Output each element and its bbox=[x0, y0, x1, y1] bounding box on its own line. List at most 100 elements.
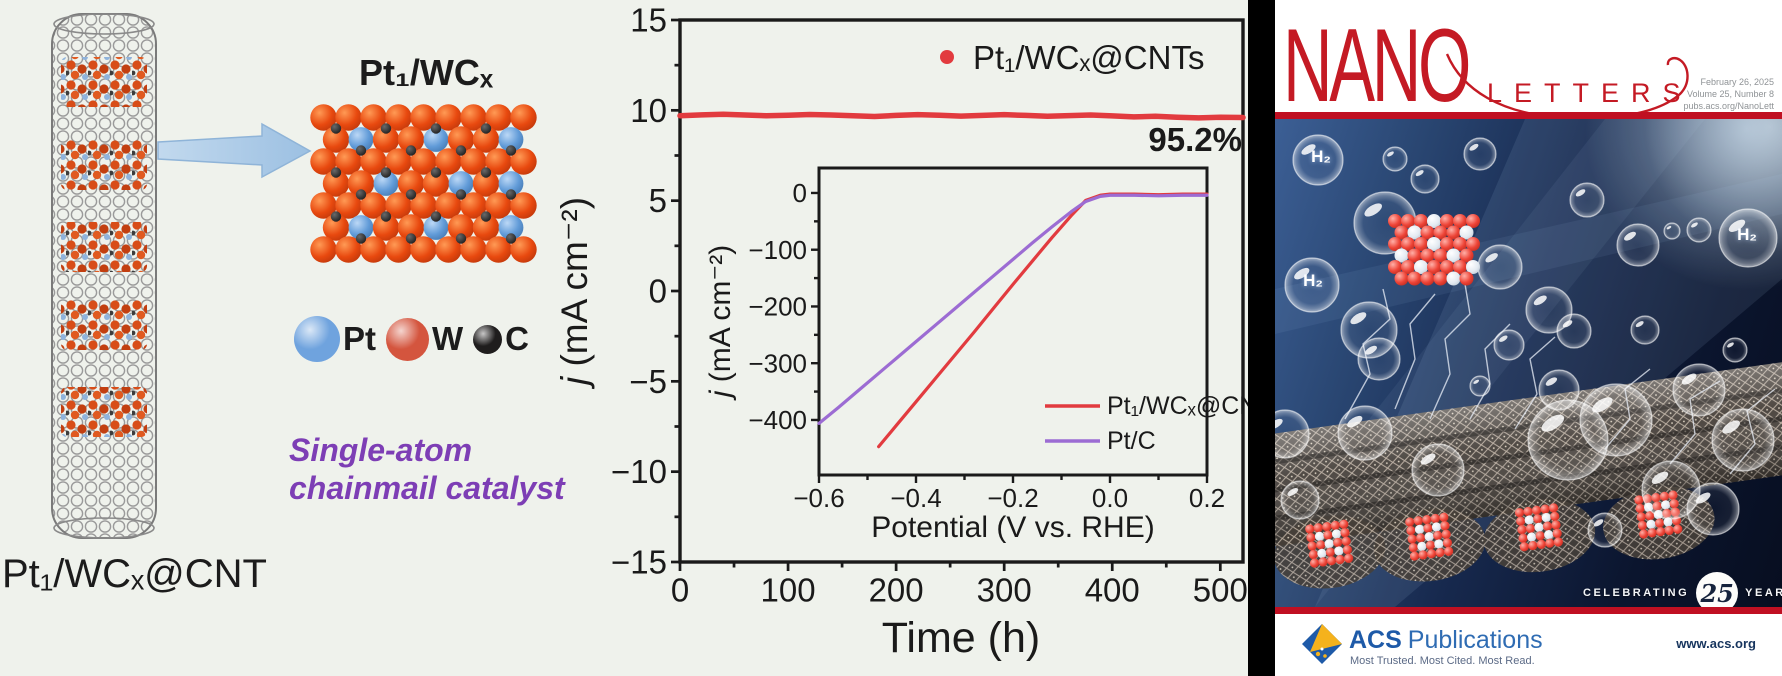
bubble bbox=[1410, 164, 1440, 194]
inset-legend-label: Pt/C bbox=[1107, 427, 1156, 455]
bubble bbox=[1641, 460, 1701, 520]
zoom-arrow-icon bbox=[157, 122, 312, 179]
svg-text:Time (h): Time (h) bbox=[882, 614, 1040, 662]
journal-cover: NANO LETTERS February 26, 2025 Volume 25… bbox=[1275, 0, 1782, 676]
embedded-cluster bbox=[1305, 519, 1354, 568]
caption-line1: Single-atom bbox=[289, 432, 473, 468]
svg-text:−200: −200 bbox=[748, 292, 807, 322]
publisher-tagline: Most Trusted. Most Cited. Most Read. bbox=[1350, 655, 1535, 667]
stability-chart: 0 100 200 300 400 500 15 10 5 0 −5 −10 −15 Time (h) j … bbox=[554, 2, 1260, 662]
svg-text:Potential (V vs. RHE): Potential (V vs. RHE) bbox=[871, 511, 1154, 544]
acs-logo-icon bbox=[1302, 624, 1342, 664]
series-Pt/C bbox=[817, 193, 1209, 425]
bubble bbox=[1280, 480, 1320, 520]
journal-subtitle: LETTERS bbox=[1487, 78, 1693, 108]
svg-text:−100: −100 bbox=[748, 235, 807, 265]
caption-line2: chainmail catalyst bbox=[289, 470, 565, 506]
svg-text:−5: −5 bbox=[629, 363, 667, 400]
svg-text:0: 0 bbox=[649, 273, 667, 310]
issue-info: February 26, 2025 Volume 25, Number 8 pu… bbox=[1683, 76, 1774, 112]
pt-atom-label: Pt bbox=[343, 320, 376, 357]
axes-frame bbox=[817, 166, 1209, 477]
svg-text:−0.4: −0.4 bbox=[890, 483, 941, 513]
publisher-footer: ACS Publications Most Trusted. Most Cited… bbox=[1275, 614, 1782, 676]
bubble bbox=[1663, 222, 1681, 240]
publisher-acs: ACS bbox=[1349, 626, 1402, 654]
w-atom-icon bbox=[386, 317, 429, 361]
svg-text:0.2: 0.2 bbox=[1189, 483, 1225, 513]
svg-text:200: 200 bbox=[869, 571, 924, 608]
encapsulated-clusters bbox=[61, 57, 147, 437]
issue-date: February 26, 2025 bbox=[1700, 77, 1774, 87]
legend-marker bbox=[940, 50, 954, 64]
svg-text:15: 15 bbox=[630, 2, 667, 39]
inset-legend-label: Pt₁/WCₓ@CNTs bbox=[1107, 392, 1260, 420]
bubble bbox=[1275, 409, 1310, 459]
cnt-label: Pt₁/WCₓ@CNT bbox=[2, 552, 267, 596]
svg-text:100: 100 bbox=[761, 571, 816, 608]
retention-annotation: 95.2% bbox=[1148, 121, 1242, 158]
svg-text:400: 400 bbox=[1085, 571, 1140, 608]
bubble bbox=[1556, 313, 1592, 349]
svg-text:−0.2: −0.2 bbox=[987, 483, 1038, 513]
svg-text:−0.6: −0.6 bbox=[793, 483, 844, 513]
bubble bbox=[1463, 137, 1497, 171]
h2-bubble-label: H₂ bbox=[1311, 147, 1331, 166]
panel-divider bbox=[1248, 0, 1275, 676]
svg-text:−400: −400 bbox=[748, 405, 807, 435]
h2-bubble-label: H₂ bbox=[1737, 225, 1757, 244]
bubble bbox=[1337, 405, 1393, 461]
crystal-title: Pt₁/WCₓ bbox=[358, 52, 494, 93]
c-atom-label: C bbox=[505, 320, 529, 357]
cnt-tube bbox=[51, 13, 157, 539]
pt-atom-icon bbox=[294, 316, 340, 362]
issue-volume: Volume 25, Number 8 bbox=[1686, 89, 1774, 99]
c-atom-icon bbox=[473, 324, 503, 354]
bubble bbox=[1527, 399, 1609, 481]
legend-label: Pt₁/WCₓ@CNTs bbox=[973, 39, 1204, 76]
svg-text:0: 0 bbox=[671, 571, 689, 608]
badge-prefix: CELEBRATING bbox=[1583, 587, 1690, 599]
splash-stroke bbox=[1514, 336, 1556, 430]
bubble bbox=[1587, 512, 1623, 548]
journal-title: NANO bbox=[1283, 8, 1471, 124]
svg-text:300: 300 bbox=[977, 571, 1032, 608]
bubble bbox=[1411, 443, 1465, 497]
bubble bbox=[1382, 146, 1408, 172]
bubble bbox=[1672, 363, 1726, 417]
svg-text:−10: −10 bbox=[611, 453, 667, 490]
catalyst-illustration bbox=[51, 13, 537, 539]
badge-suffix: YEARS bbox=[1745, 587, 1782, 599]
atom-legend: Pt W C bbox=[294, 316, 529, 362]
bubble bbox=[1469, 375, 1491, 397]
svg-text:0.0: 0.0 bbox=[1092, 483, 1128, 513]
bubble bbox=[1711, 408, 1775, 472]
bubble bbox=[1493, 329, 1525, 361]
publisher-website: www.acs.org bbox=[1676, 636, 1756, 651]
series-Pt₁/WCₓ@CNTs bbox=[677, 111, 1246, 121]
bubble bbox=[1722, 337, 1748, 363]
svg-text:j (mA cm⁻²): j (mA cm⁻²) bbox=[554, 197, 595, 390]
cover-catalyst-cluster bbox=[1388, 214, 1480, 286]
svg-text:500: 500 bbox=[1193, 571, 1248, 608]
svg-text:−15: −15 bbox=[611, 544, 667, 581]
issue-url: pubs.acs.org/NanoLett bbox=[1683, 101, 1774, 111]
splash-stroke bbox=[1429, 283, 1471, 420]
footer-rule bbox=[1275, 607, 1782, 614]
embedded-cluster bbox=[1514, 503, 1563, 552]
h2-bubble-label: H₂ bbox=[1303, 271, 1323, 290]
svg-text:0: 0 bbox=[793, 178, 807, 208]
masthead-rule bbox=[1275, 112, 1782, 119]
bubble bbox=[1569, 182, 1605, 218]
svg-text:10: 10 bbox=[630, 92, 667, 129]
crystal-lattice-model bbox=[310, 104, 537, 263]
cover-artwork bbox=[1275, 119, 1782, 607]
bubble bbox=[1477, 244, 1523, 290]
embedded-cluster bbox=[1405, 512, 1454, 561]
publisher-name: ACS Publications bbox=[1349, 626, 1543, 655]
w-atom-label: W bbox=[432, 320, 464, 357]
splash-stroke bbox=[1394, 293, 1436, 410]
bubble bbox=[1357, 337, 1401, 381]
light-beam bbox=[1275, 174, 1782, 334]
